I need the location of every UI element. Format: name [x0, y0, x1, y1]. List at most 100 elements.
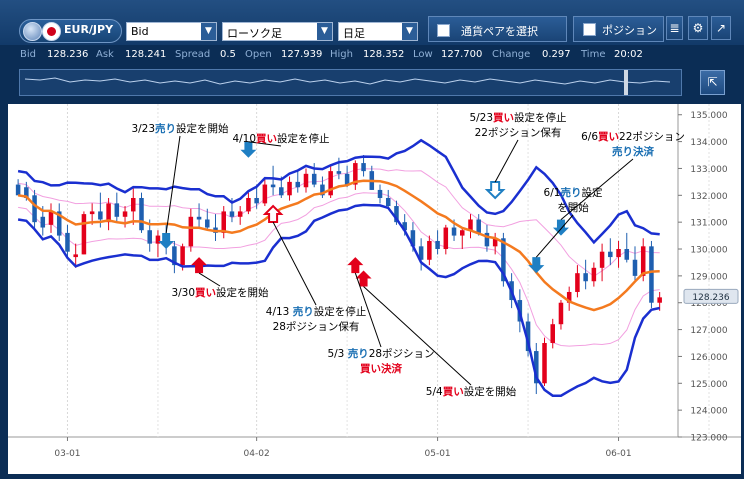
annotation-segment: 3/23 — [131, 123, 155, 135]
annotation-leader — [354, 272, 382, 348]
candle-body — [624, 249, 630, 260]
popout-icon[interactable]: ↗ — [711, 16, 731, 40]
candle-body — [476, 219, 481, 233]
annotation-label: 6/1売り設定 — [544, 186, 603, 199]
annotation-label: 28ポジション保有 — [273, 320, 360, 333]
annotation-segment: 4/13 — [266, 306, 293, 318]
candle-body — [246, 197, 251, 212]
gear-icon[interactable]: ⚙ — [688, 16, 708, 40]
select-pair-checkbox[interactable] — [437, 24, 450, 37]
candle-body — [24, 187, 29, 198]
annotation-label: 3/23売り設定を開始 — [131, 122, 229, 135]
candle-body — [468, 219, 473, 231]
y-tick-label: 123.000 — [690, 434, 727, 444]
price-type-select[interactable]: Bid ▼ — [126, 22, 217, 41]
candlestick-chart: 135.000 134.000 133.000 132.000 131.000 130.0… — [8, 104, 741, 474]
candle-body — [279, 187, 284, 196]
candle-body — [205, 219, 210, 228]
select-pair-label: 通貨ペアを選択 — [461, 25, 538, 38]
annotation-label: 4/10買い設定を停止 — [232, 132, 329, 145]
navigator-zoom-button[interactable]: ⇱ — [700, 70, 725, 95]
candle-body — [237, 211, 243, 217]
y-tick-label: 129.000 — [690, 272, 727, 282]
annotation-leader — [248, 141, 282, 147]
candle-body — [558, 302, 564, 325]
annotation-segment: 28ポジション保有 — [273, 320, 360, 333]
y-tick-label: 125.000 — [690, 380, 727, 390]
annotation-leader — [198, 272, 221, 287]
annotation-segment: 買い — [443, 386, 464, 398]
annotation-leader — [494, 139, 519, 183]
y-tick-label: 130.000 — [690, 246, 727, 256]
candle-body — [385, 197, 391, 207]
band-upper-2sigma — [17, 138, 660, 245]
candle-body — [65, 232, 70, 252]
candle-body — [32, 195, 37, 223]
position-toggle[interactable]: ポジション — [573, 16, 664, 42]
period-select[interactable]: 日足 ▼ — [338, 22, 418, 41]
candle-body — [418, 246, 424, 260]
high-value: 128.352 — [363, 49, 405, 60]
sell-arrow-icon — [158, 233, 175, 250]
candle-body — [147, 230, 152, 244]
x-tick-label: 06-01 — [605, 449, 631, 459]
change-label: Change — [492, 49, 531, 60]
sell-arrow-icon — [240, 141, 257, 158]
candle-body — [427, 240, 432, 260]
high-label: High — [330, 49, 353, 60]
y-tick-label: 128.000 — [690, 299, 727, 309]
buy-outline-arrow-icon — [262, 204, 284, 224]
low-value: 127.700 — [441, 49, 483, 60]
position-checkbox[interactable] — [583, 23, 596, 36]
annotation-leader — [363, 286, 472, 386]
currency-pair-label: EUR/JPY — [64, 23, 114, 36]
candle-body — [73, 254, 78, 258]
x-tick-label: 04-02 — [244, 449, 270, 459]
annotation-segment: 買い決済 — [360, 362, 402, 375]
candle-body — [608, 251, 613, 258]
candle-body — [262, 184, 268, 204]
navigator-handle[interactable] — [624, 70, 628, 95]
buy-arrow-icon — [355, 270, 372, 287]
chart-type-select[interactable]: ローソク足 ▼ — [222, 22, 333, 41]
candle-body — [81, 214, 87, 255]
price-type-value: Bid — [131, 25, 149, 38]
annotation-segment: 5/4 — [426, 386, 443, 398]
candle-body — [287, 181, 292, 196]
y-tick-label: 124.000 — [690, 407, 727, 417]
candle-body — [188, 216, 194, 247]
candle-body — [295, 181, 301, 188]
candle-body — [336, 171, 342, 174]
select-pair-button[interactable]: 通貨ペアを選択 — [428, 16, 567, 42]
sell-arrow-icon — [528, 257, 545, 274]
candle-body — [394, 206, 399, 223]
menu-icon[interactable]: ≣ — [666, 16, 683, 40]
candle-body — [575, 273, 580, 292]
annotation-leader — [165, 135, 181, 234]
candle-body — [311, 173, 317, 185]
candle-body — [106, 203, 111, 223]
candle-body — [460, 230, 465, 236]
annotation-segment: 28ポジション — [369, 348, 435, 360]
candle-body — [616, 249, 621, 258]
chevron-down-icon: ▼ — [201, 23, 216, 40]
annotation-segment: 買い — [195, 287, 216, 299]
candle-body — [320, 184, 325, 196]
chevron-down-icon: ▼ — [317, 23, 332, 40]
time-value: 20:02 — [614, 49, 643, 60]
candle-body — [649, 246, 654, 303]
quote-bar: Bid 128.236 Ask 128.241 Spread 0.5 Open … — [0, 46, 744, 64]
annotation-segment: 設定を停止 — [314, 305, 367, 318]
annotation-label: 3/30買い設定を開始 — [171, 286, 269, 299]
globe-icon — [23, 22, 42, 41]
y-tick-label: 127.000 — [690, 326, 727, 336]
y-tick-label: 132.000 — [690, 192, 727, 202]
sell-outline-arrow-icon — [484, 180, 506, 200]
x-tick-label: 03-01 — [54, 449, 80, 459]
buy-arrow-icon — [347, 257, 364, 274]
annotation-segment: 売り — [560, 186, 581, 199]
navigator-scrollbar[interactable] — [19, 69, 682, 96]
candle-body — [48, 211, 54, 225]
currency-pair-pill[interactable]: EUR/JPY — [19, 19, 122, 43]
candle-body — [122, 211, 128, 217]
